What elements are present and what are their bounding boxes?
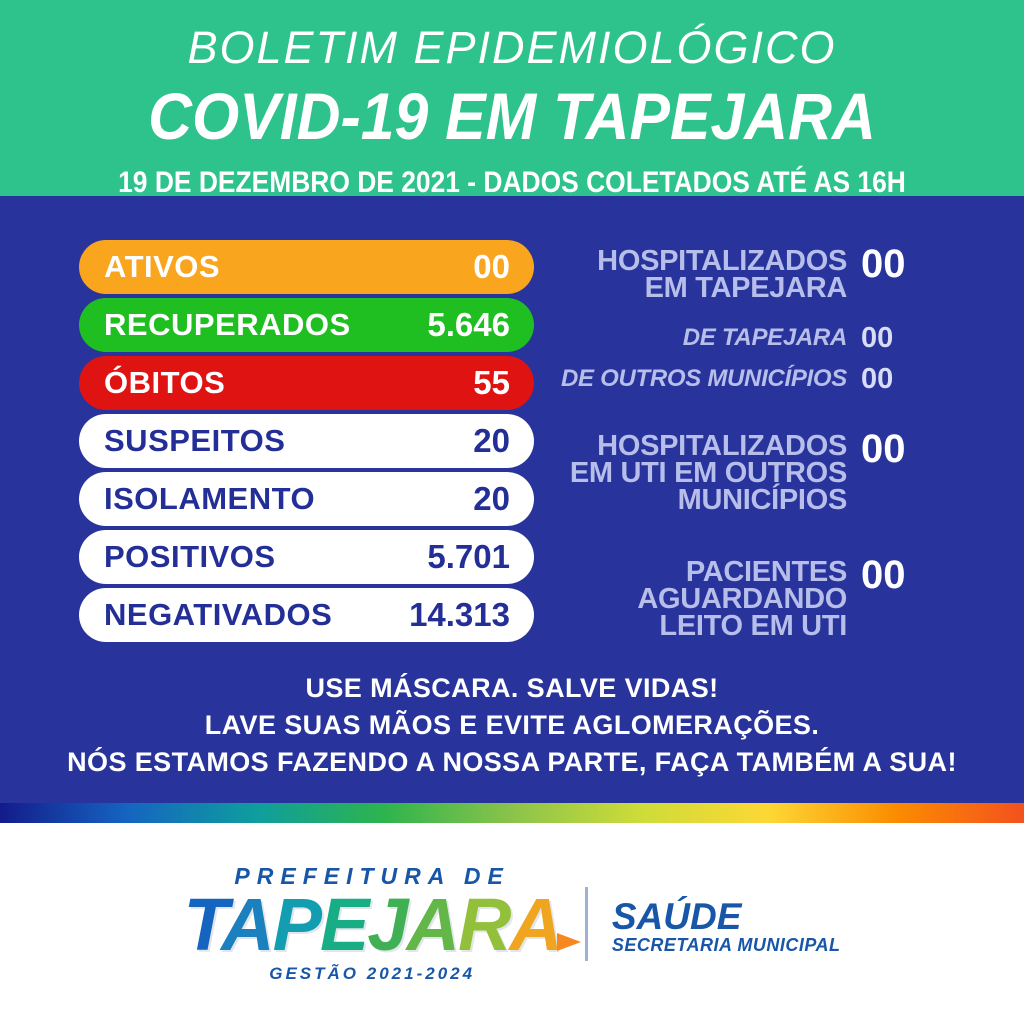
stat-pill-value: 00 (473, 248, 510, 285)
stat-value: 00 (861, 553, 906, 597)
stat-label: DE OUTROS MUNICÍPIOS (545, 365, 847, 393)
stat-pill-recuperados: RECUPERADOS 5.646 (79, 298, 534, 352)
stat-label-line: HOSPITALIZADOS (597, 245, 847, 277)
stats-section: ATIVOS 00 RECUPERADOS 5.646 ÓBITOS 55 SU… (0, 196, 1024, 803)
icu-other-cities-stat: HOSPITALIZADOS EM UTI EM OUTROS MUNICÍPI… (545, 427, 923, 516)
hospitalized-in-tapejara-stat: HOSPITALIZADOS EM TAPEJARA 00 (545, 242, 923, 304)
stat-label-line: DE OUTROS MUNICÍPIOS (560, 365, 847, 392)
stat-label: HOSPITALIZADOS EM TAPEJARA (545, 245, 848, 304)
arrow-icon (556, 933, 581, 951)
stat-pill-value: 20 (473, 422, 510, 459)
footer: PREFEITURA DE TAPEJARA GESTÃO 2021-2024 … (0, 823, 1024, 1024)
bulletin-kicker: BOLETIM EPIDEMIOLÓGICO (187, 22, 837, 73)
stat-pill-label: ISOLAMENTO (104, 481, 316, 516)
stat-label-line: PACIENTES (685, 556, 847, 588)
stat-label-line: HOSPITALIZADOS (597, 430, 847, 462)
stat-pill-value: 20 (473, 480, 510, 517)
health-message-line: LAVE SUAS MÃOS E EVITE AGLOMERAÇÕES. (204, 710, 820, 740)
stat-pill-value: 5.701 (427, 538, 510, 575)
stat-pill-positivos: POSITIVOS 5.701 (79, 530, 534, 584)
stats-pill-list: ATIVOS 00 RECUPERADOS 5.646 ÓBITOS 55 SU… (79, 240, 534, 642)
from-other-cities-stat: DE OUTROS MUNICÍPIOS 00 (545, 363, 923, 395)
stat-label: PACIENTES AGUARDANDO LEITO EM UTI (545, 556, 847, 642)
stat-label-line: LEITO EM UTI (659, 610, 847, 642)
stat-pill-isolamento: ISOLAMENTO 20 (79, 472, 534, 526)
stat-pill-label: POSITIVOS (104, 539, 276, 574)
health-message-line: NÓS ESTAMOS FAZENDO A NOSSA PARTE, FAÇA … (67, 747, 957, 777)
stat-label: DE TAPEJARA (545, 324, 848, 352)
stat-pill-label: NEGATIVADOS (104, 597, 333, 632)
awaiting-icu-bed-stat: PACIENTES AGUARDANDO LEITO EM UTI 00 (545, 553, 923, 642)
footer-city-wrap: TAPEJARA (183, 888, 581, 962)
saude-label: SAÚDE (611, 895, 742, 937)
secretaria-municipal-label: SECRETARIA MUNICIPAL (611, 934, 841, 955)
health-department-logo: SAÚDE SECRETARIA MUNICIPAL (611, 895, 841, 956)
footer-divider (584, 886, 588, 961)
stat-value: 00 (861, 363, 894, 395)
stat-label-line: AGUARDANDO (637, 583, 847, 615)
stat-pill-value: 55 (473, 364, 510, 401)
gestao-label: GESTÃO 2021-2024 (269, 964, 476, 983)
bulletin-dateline: 19 DE DEZEMBRO DE 2021 - DADOS COLETADOS… (118, 166, 906, 199)
stat-pill-label: ÓBITOS (104, 365, 226, 400)
stat-pill-label: SUSPEITOS (104, 423, 286, 458)
stat-pill-value: 14.313 (409, 596, 510, 633)
prefeitura-de-label: PREFEITURA DE (234, 863, 510, 889)
stat-pill-ativos: ATIVOS 00 (79, 240, 534, 294)
stat-label-line: EM UTI EM OUTROS (569, 457, 847, 489)
stat-pill-obitos: ÓBITOS 55 (79, 356, 534, 410)
stat-label-line: EM TAPEJARA (644, 272, 848, 304)
stat-label-line: MUNICÍPIOS (677, 484, 848, 516)
stat-pill-label: ATIVOS (104, 249, 221, 284)
stat-label: HOSPITALIZADOS EM UTI EM OUTROS MUNICÍPI… (545, 430, 848, 516)
stat-pill-label: RECUPERADOS (104, 307, 351, 342)
health-message-line: USE MÁSCARA. SALVE VIDAS! (305, 673, 719, 703)
prefeitura-logo: PREFEITURA DE TAPEJARA GESTÃO 2021-2024 (183, 863, 581, 984)
bulletin-title: COVID-19 EM TAPEJARA (148, 79, 876, 153)
footer-city-logo: TAPEJARA (183, 883, 562, 966)
stat-value: 00 (861, 427, 906, 471)
hospital-stats: HOSPITALIZADOS EM TAPEJARA 00 DE TAPEJAR… (545, 242, 923, 642)
from-tapejara-stat: DE TAPEJARA 00 (545, 322, 923, 354)
stat-value: 00 (861, 322, 894, 354)
stat-label-line: DE TAPEJARA (682, 324, 848, 351)
header-banner: BOLETIM EPIDEMIOLÓGICO COVID-19 EM TAPEJ… (0, 0, 1024, 199)
health-messages: USE MÁSCARA. SALVE VIDAS! LAVE SUAS MÃOS… (0, 670, 1024, 781)
stat-pill-suspeitos: SUSPEITOS 20 (79, 414, 534, 468)
stat-pill-value: 5.646 (427, 306, 510, 343)
stat-pill-negativados: NEGATIVADOS 14.313 (79, 588, 534, 642)
stat-value: 00 (861, 242, 906, 286)
rainbow-divider (0, 803, 1024, 823)
